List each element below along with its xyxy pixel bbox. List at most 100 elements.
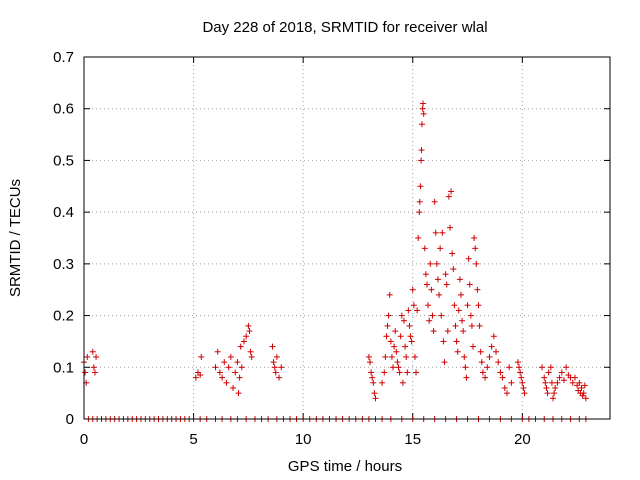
data-point [482,374,489,381]
data-point [550,395,557,402]
data-point [414,307,421,314]
data-point [464,302,471,309]
data-point [454,348,461,355]
data-point [407,333,414,340]
data-point [384,322,391,329]
x-tick-label: 15 [404,431,421,448]
data-point [370,379,377,386]
x-tick-label: 10 [295,431,312,448]
data-point [429,312,436,319]
data-point [519,379,526,386]
data-point [581,382,588,389]
data-point [452,322,459,329]
data-point [416,198,423,205]
data-point [93,353,100,360]
data-point [425,302,432,309]
data-point [475,302,482,309]
data-point [436,291,443,298]
data-point [548,379,555,386]
data-point [444,328,451,335]
data-point [271,364,278,371]
data-point [399,379,406,386]
data-point [445,193,452,200]
data-point [395,364,402,371]
data-point [467,312,474,319]
data-point [460,328,467,335]
data-point [497,369,504,376]
grid-lines [84,57,610,419]
x-tick-label: 20 [514,431,531,448]
data-point [421,245,428,252]
data-point [394,359,401,366]
data-point [508,379,515,386]
data-point [240,338,247,345]
data-point [501,384,508,391]
data-point [442,271,449,278]
data-point [493,348,500,355]
data-point [270,359,277,366]
data-point [227,353,234,360]
data-point [398,312,405,319]
data-point [197,372,204,379]
data-point [388,353,395,360]
data-point [437,245,444,252]
data-point [453,338,460,345]
data-point [235,390,242,397]
data-point [516,364,523,371]
data-point [236,374,243,381]
data-point [484,364,491,371]
data-point [84,353,91,360]
data-point [463,374,470,381]
data-point [234,359,241,366]
data-point [472,245,479,252]
data-point [569,379,576,386]
data-point [542,379,549,386]
data-point [406,322,413,329]
data-point [558,369,565,376]
data-point [82,369,89,376]
data-point [477,348,484,355]
data-point [521,390,528,397]
data-point [426,317,433,324]
x-tick-label: 5 [189,431,197,448]
data-point [448,188,455,195]
data-point [371,390,378,397]
data-point [246,328,253,335]
data-point [563,364,570,371]
data-point [368,369,375,376]
data-point [488,343,495,350]
data-point [552,384,559,391]
data-point [404,369,411,376]
data-point [365,353,372,360]
data-point [462,364,469,371]
data-point [433,260,440,267]
data-point [223,379,230,386]
y-tick-label: 0 [66,411,74,428]
data-point [410,302,417,309]
data-point [468,322,475,329]
data-point [543,384,550,391]
data-point [89,348,96,355]
axis-ticks: 0 0.1 0.2 0.3 0.4 0.5 0.6 0.7 0 5 10 15 20 [53,49,610,448]
data-point [243,333,250,340]
data-points [81,100,589,422]
data-point [432,229,439,236]
data-point [514,359,521,366]
data-point [415,235,422,241]
data-point [216,369,223,376]
data-point [547,364,554,371]
data-point [473,260,480,267]
data-point [413,369,420,376]
data-point [91,369,98,376]
data-point [192,374,199,381]
data-point [544,390,551,397]
data-point [212,364,219,371]
data-point [455,307,462,314]
data-point [465,255,472,262]
data-point [272,369,279,376]
data-point [416,209,423,216]
data-point [411,353,418,360]
data-point [495,359,502,366]
y-tick-label: 0.5 [53,152,74,169]
data-point [393,348,400,355]
